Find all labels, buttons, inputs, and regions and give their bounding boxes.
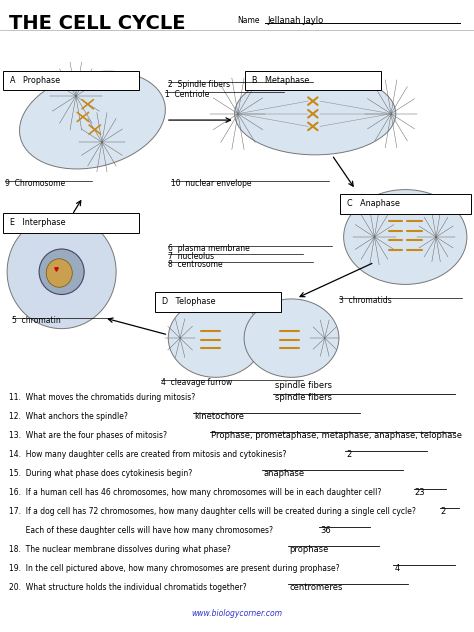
Text: A   Prophase: A Prophase: [10, 76, 61, 85]
Text: Prophase, prometaphase, metaphase, anaphase, telophase: Prophase, prometaphase, metaphase, anaph…: [211, 431, 462, 440]
Ellipse shape: [344, 190, 467, 284]
Text: THE CELL CYCLE: THE CELL CYCLE: [9, 14, 186, 33]
Text: 16.  If a human cell has 46 chromosomes, how many chromosomes will be in each da: 16. If a human cell has 46 chromosomes, …: [9, 488, 381, 497]
Text: spindle fibers: spindle fibers: [275, 393, 332, 402]
Text: 10  nuclear envelope: 10 nuclear envelope: [171, 179, 251, 188]
Ellipse shape: [168, 299, 263, 377]
Text: 2: 2: [346, 450, 351, 459]
Text: 2  Spindle fibers: 2 Spindle fibers: [168, 80, 230, 89]
FancyBboxPatch shape: [3, 71, 139, 90]
Text: E   Interphase: E Interphase: [10, 218, 66, 228]
Text: 23: 23: [415, 488, 425, 497]
Text: 2: 2: [441, 507, 446, 516]
Text: 11.  What moves the chromatids during mitosis?: 11. What moves the chromatids during mit…: [9, 393, 195, 402]
Text: 14.  How many daughter cells are created from mitosis and cytokinesis?: 14. How many daughter cells are created …: [9, 450, 286, 459]
FancyBboxPatch shape: [245, 71, 381, 90]
Text: C   Anaphase: C Anaphase: [347, 199, 400, 209]
Text: 9  Chromosome: 9 Chromosome: [5, 179, 65, 188]
Text: 20.  What structure holds the individual chromatids together?: 20. What structure holds the individual …: [9, 583, 246, 592]
Text: anaphase: anaphase: [263, 469, 304, 478]
Text: 6  plasma membrane: 6 plasma membrane: [168, 244, 250, 253]
Ellipse shape: [7, 215, 116, 329]
Ellipse shape: [39, 249, 84, 295]
Text: 5  chromatin: 5 chromatin: [12, 316, 61, 325]
Ellipse shape: [19, 71, 165, 169]
Text: 15.  During what phase does cytokinesis begin?: 15. During what phase does cytokinesis b…: [9, 469, 192, 478]
FancyBboxPatch shape: [3, 213, 139, 233]
Ellipse shape: [235, 73, 396, 155]
Text: 12.  What anchors the spindle?: 12. What anchors the spindle?: [9, 412, 128, 421]
Text: 4: 4: [394, 564, 400, 573]
Text: 3  chromatids: 3 chromatids: [339, 296, 392, 305]
Text: centromeres: centromeres: [289, 583, 343, 592]
Text: Name: Name: [237, 16, 259, 25]
Text: 17.  If a dog cell has 72 chromosomes, how many daughter cells will be created d: 17. If a dog cell has 72 chromosomes, ho…: [9, 507, 415, 516]
Text: 1  Centriole: 1 Centriole: [165, 90, 210, 99]
Text: 8  centrosome: 8 centrosome: [168, 260, 223, 269]
Text: 7  nucleolus: 7 nucleolus: [168, 252, 214, 261]
Text: 18.  The nuclear membrane dissolves during what phase?: 18. The nuclear membrane dissolves durin…: [9, 545, 230, 554]
Ellipse shape: [46, 259, 72, 287]
Text: Jellanah Jaylo: Jellanah Jaylo: [268, 16, 324, 25]
Text: B   Metaphase: B Metaphase: [252, 76, 310, 85]
Text: 13.  What are the four phases of mitosis?: 13. What are the four phases of mitosis?: [9, 431, 166, 440]
Text: 19.  In the cell pictured above, how many chromosomes are present during prophas: 19. In the cell pictured above, how many…: [9, 564, 339, 573]
Text: prophase: prophase: [289, 545, 328, 554]
Text: 4  cleavage furrow: 4 cleavage furrow: [161, 378, 232, 387]
FancyBboxPatch shape: [155, 292, 281, 312]
Text: kinetochore: kinetochore: [194, 412, 244, 421]
Text: D   Telophase: D Telophase: [162, 297, 216, 307]
Ellipse shape: [244, 299, 339, 377]
Text: 36: 36: [320, 526, 331, 535]
Text: spindle fibers: spindle fibers: [275, 381, 332, 390]
FancyBboxPatch shape: [340, 194, 471, 214]
Text: www.biologycorner.com: www.biologycorner.com: [191, 609, 283, 618]
Text: Each of these daughter cells will have how many chromosomes?: Each of these daughter cells will have h…: [9, 526, 273, 535]
